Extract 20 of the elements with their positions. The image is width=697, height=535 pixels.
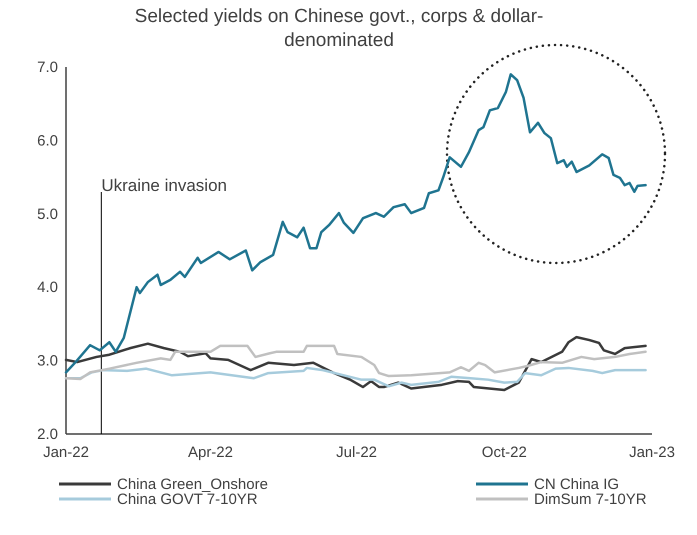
legend-label: China GOVT 7-10YR bbox=[117, 491, 258, 508]
y-tick-label: 3.0 bbox=[37, 352, 58, 370]
ref-line-label: Ukraine invasion bbox=[101, 176, 228, 195]
x-tick-label: Oct-22 bbox=[482, 444, 527, 461]
y-tick-label: 2.0 bbox=[37, 426, 58, 443]
x-tick-label: Jan-22 bbox=[43, 444, 89, 461]
line-series bbox=[64, 366, 647, 388]
chart-title: Selected yields on Chinese govt., corps & dollar-denominated bbox=[134, 6, 544, 51]
line-series bbox=[64, 73, 647, 374]
line-series bbox=[64, 344, 647, 380]
y-tick-label: 5.0 bbox=[37, 206, 58, 223]
y-tick-label: 4.0 bbox=[37, 279, 58, 296]
legend-label: CN China IG bbox=[534, 476, 620, 493]
y-tick-label: 6.0 bbox=[37, 132, 58, 150]
legend-label: DimSum 7-10YR bbox=[534, 491, 647, 508]
x-tick-label: Jan-23 bbox=[629, 444, 675, 461]
x-tick-label: Jul-22 bbox=[336, 444, 378, 461]
y-tick-label: 7.0 bbox=[37, 59, 58, 76]
x-tick-label: Apr-22 bbox=[188, 444, 234, 461]
legend-label: China Green_Onshore bbox=[117, 476, 268, 493]
